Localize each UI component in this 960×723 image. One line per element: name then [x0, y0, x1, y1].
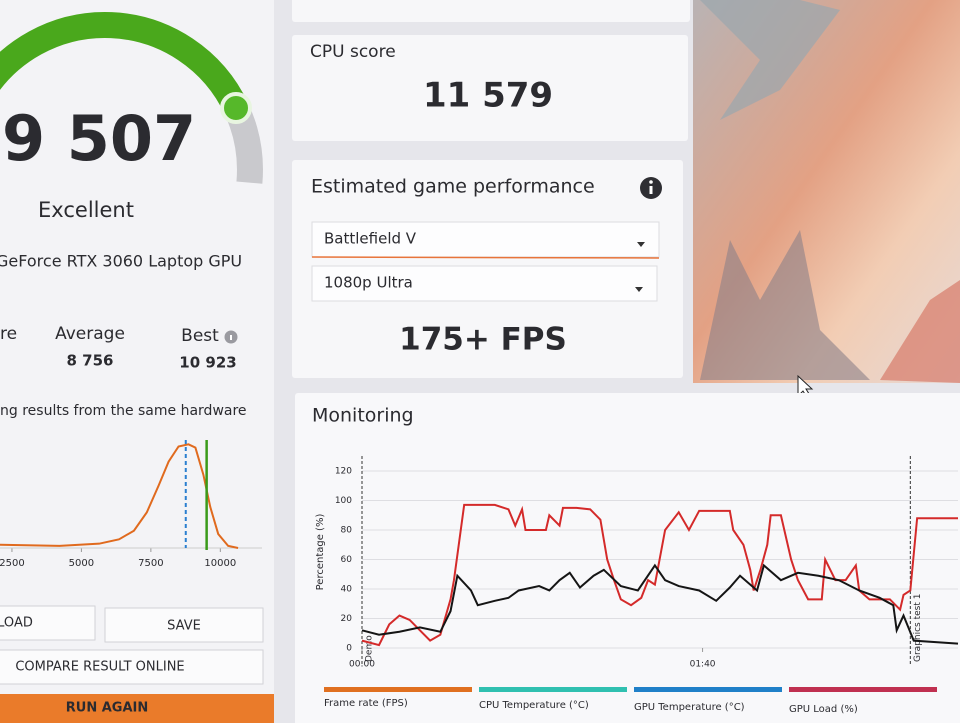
best-value: 10 923: [179, 354, 236, 372]
game-select-underline: [311, 256, 660, 259]
score-rating: Excellent: [38, 198, 134, 222]
monitoring-card: [295, 393, 960, 723]
x-tick-label: 00:00: [349, 660, 375, 670]
left-label: re: [0, 324, 17, 344]
score-value: 9 507: [2, 102, 196, 175]
gauge-fill: [0, 12, 249, 115]
x-tick-label: 2500: [0, 558, 25, 569]
y-tick-label: 60: [341, 555, 353, 565]
x-tick-label: 7500: [138, 558, 163, 569]
gauge-dot: [220, 92, 252, 124]
game-select-value: Battlefield V: [324, 230, 417, 248]
y-axis-label: Percentage (%): [315, 514, 326, 591]
top-card: [292, 0, 690, 22]
dropdown-arrow: [637, 242, 645, 247]
info-glyph: [649, 186, 653, 194]
best-label: Best: [181, 326, 219, 346]
dropdown-arrow: [635, 287, 643, 292]
info-glyph-dot: [649, 180, 653, 184]
legend-label: Frame rate (FPS): [324, 698, 408, 709]
crystal-shape: [700, 0, 840, 120]
monitoring-line: [361, 563, 959, 645]
monitoring-chart: 0 20 40 60 80 100 120 00:00 01:40 Demo Graphics te…: [324, 456, 959, 715]
y-tick-label: 100: [335, 496, 352, 506]
x-tick-label: 10000: [204, 558, 236, 569]
save-label: SAVE: [167, 619, 201, 634]
distribution-curve: [0, 443, 239, 549]
compare-button[interactable]: [0, 649, 264, 685]
y-tick-label: 0: [346, 644, 352, 654]
cpu-label: CPU score: [310, 42, 396, 62]
average-value: 8 756: [67, 352, 114, 370]
crystal-shape: [700, 230, 870, 380]
distribution-chart: 2500 5000 7500 10000: [0, 440, 262, 569]
run-button[interactable]: [0, 694, 274, 723]
legend-swatch: [324, 687, 472, 692]
y-tick-label: 20: [341, 614, 353, 624]
legend-swatch: [634, 687, 782, 692]
cpu-card: [292, 35, 688, 141]
monitoring-title: Monitoring: [312, 405, 414, 427]
y-tick-label: 120: [335, 467, 352, 477]
save-button[interactable]: [104, 607, 264, 643]
gpu-name: GeForce RTX 3060 Laptop GPU: [0, 252, 242, 271]
crystal-shape: [880, 280, 960, 383]
section-label: Demo: [365, 635, 375, 662]
load-label: LOAD: [0, 616, 33, 631]
fps-value: 175+ FPS: [399, 322, 567, 358]
load-button[interactable]: [0, 605, 96, 641]
legend-label: GPU Temperature (°C): [634, 702, 745, 713]
legend-swatch: [789, 687, 937, 692]
legend-swatch: [479, 687, 627, 692]
y-tick-label: 80: [341, 526, 353, 536]
x-tick-label: 5000: [69, 558, 94, 569]
best-info-glyph: [230, 335, 232, 340]
preset-select-value: 1080p Ultra: [324, 274, 413, 292]
legend-label: GPU Load (%): [789, 704, 858, 715]
legend-label: CPU Temperature (°C): [479, 700, 589, 711]
preset-select[interactable]: [311, 265, 658, 302]
game-title: Estimated game performance: [311, 176, 595, 198]
run-label: RUN AGAIN: [66, 701, 148, 716]
average-label: Average: [55, 324, 125, 344]
distribution-note: ng results from the same hardware: [0, 403, 247, 419]
y-tick-label: 40: [341, 585, 353, 595]
game-select[interactable]: [311, 221, 660, 258]
section-label: Graphics test 1: [913, 594, 923, 662]
cpu-value: 11 579: [423, 76, 553, 116]
x-tick-label: 01:40: [690, 660, 716, 670]
compare-label: COMPARE RESULT ONLINE: [15, 660, 184, 675]
